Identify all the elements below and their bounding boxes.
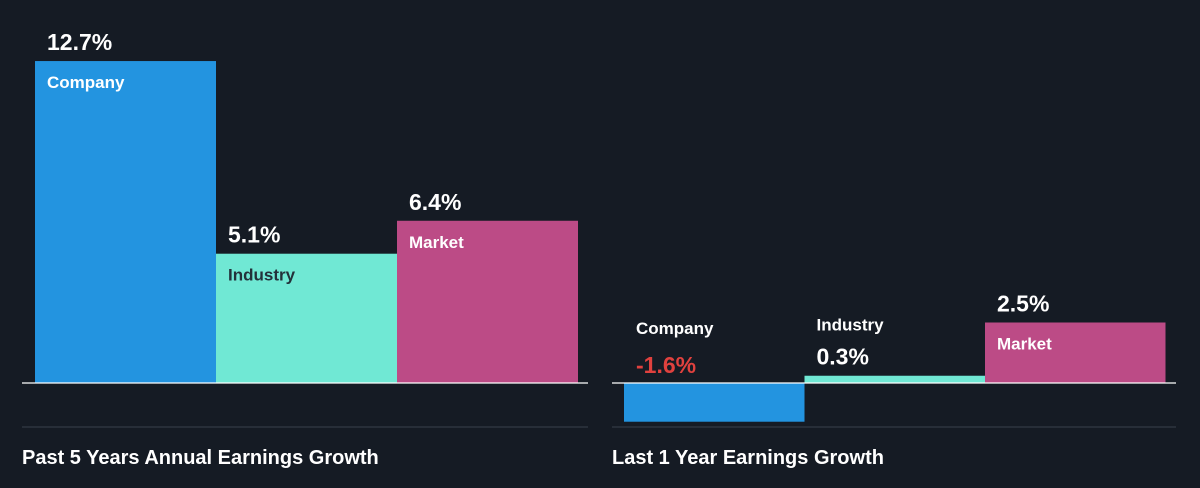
value-label-company: -1.6% — [636, 352, 696, 378]
chart-title: Past 5 Years Annual Earnings Growth — [22, 447, 379, 469]
category-label-market: Market — [997, 335, 1052, 354]
bar-company — [35, 61, 216, 384]
chart-title: Last 1 Year Earnings Growth — [612, 447, 884, 469]
value-label-industry: 0.3% — [817, 344, 869, 370]
category-label-company: Company — [636, 319, 714, 338]
value-label-industry: 5.1% — [228, 222, 280, 248]
category-label-market: Market — [409, 233, 464, 252]
bar-industry — [216, 253, 397, 383]
value-label-market: 6.4% — [409, 189, 461, 215]
bar-industry — [804, 375, 985, 383]
bar-market — [985, 322, 1166, 383]
value-label-market: 2.5% — [997, 291, 1049, 317]
value-label-company: 12.7% — [47, 29, 112, 55]
category-label-industry: Industry — [817, 316, 885, 335]
bar-market — [397, 220, 578, 383]
category-label-industry: Industry — [228, 266, 296, 285]
chart-panel-2: Company -1.6% Industry 0.3% Market 2.5% Last 1… — [612, 291, 1176, 469]
chart-panel-1: Company 12.7% Industry 5.1% Market 6.4% Past 5… — [22, 29, 588, 469]
bar-company — [624, 383, 805, 422]
category-label-company: Company — [47, 73, 125, 92]
